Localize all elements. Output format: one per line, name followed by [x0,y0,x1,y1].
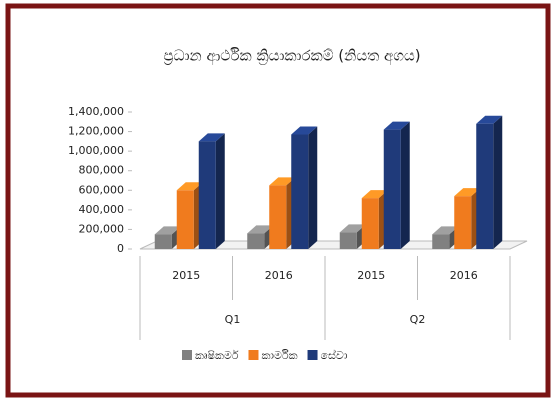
x-tick-label: 2016 [450,269,478,282]
bar-top [339,224,366,233]
bar-top [269,177,296,186]
bar-top [247,225,274,234]
bar [291,126,318,249]
y-tick-label: 1,200,000 [68,125,124,138]
bar-front [154,234,172,249]
y-tick-label: 0 [117,242,124,255]
legend-label: කෘෂිකර්ම [195,349,239,362]
bar-top [198,133,225,142]
bar-front [361,198,379,249]
y-tick-label: 400,000 [79,203,125,216]
x-tick-label: 2015 [172,269,200,282]
bar-front [383,129,401,249]
bar-front [269,185,287,249]
bar-front [339,232,357,249]
bar-top [361,190,388,199]
chart-title: ප්‍රධාන ආර්ථික ක්‍රියාකාරකම් (නියත අගය) [163,47,420,66]
bar-top [383,121,410,130]
x-tick-label: 2015 [357,269,385,282]
legend-swatch [248,350,259,360]
bar-top [476,115,503,124]
y-tick-label: 1,400,000 [68,105,124,118]
x-tick-label: 2016 [265,269,293,282]
bar-top [454,188,481,197]
bar-front [247,233,265,249]
group-label: Q2 [410,313,426,326]
bar-top [291,126,318,135]
bar-side [215,133,225,249]
bar-front [454,196,472,249]
y-tick-label: 200,000 [79,222,125,235]
bar-side [308,126,318,249]
bar-top [432,226,459,235]
y-tick-label: 1,000,000 [68,144,124,157]
bar-top [176,182,203,191]
bar-front [432,234,450,249]
bar [198,133,225,249]
bar-side [493,115,503,249]
legend-label: සේවා [321,348,348,362]
bar-front [291,134,309,249]
y-tick-label: 600,000 [79,183,125,196]
legend-swatch [182,350,192,360]
bar-top [154,226,181,235]
bar [383,121,410,249]
bar-front [198,141,216,249]
bar-front [476,123,494,249]
group-label: Q1 [225,313,241,326]
legend-swatch [307,350,318,360]
bar [476,115,503,249]
legend-label: කාර්මික [261,349,297,362]
y-tick-label: 800,000 [79,164,125,177]
bar-front [176,190,194,249]
bar-side [400,121,410,249]
